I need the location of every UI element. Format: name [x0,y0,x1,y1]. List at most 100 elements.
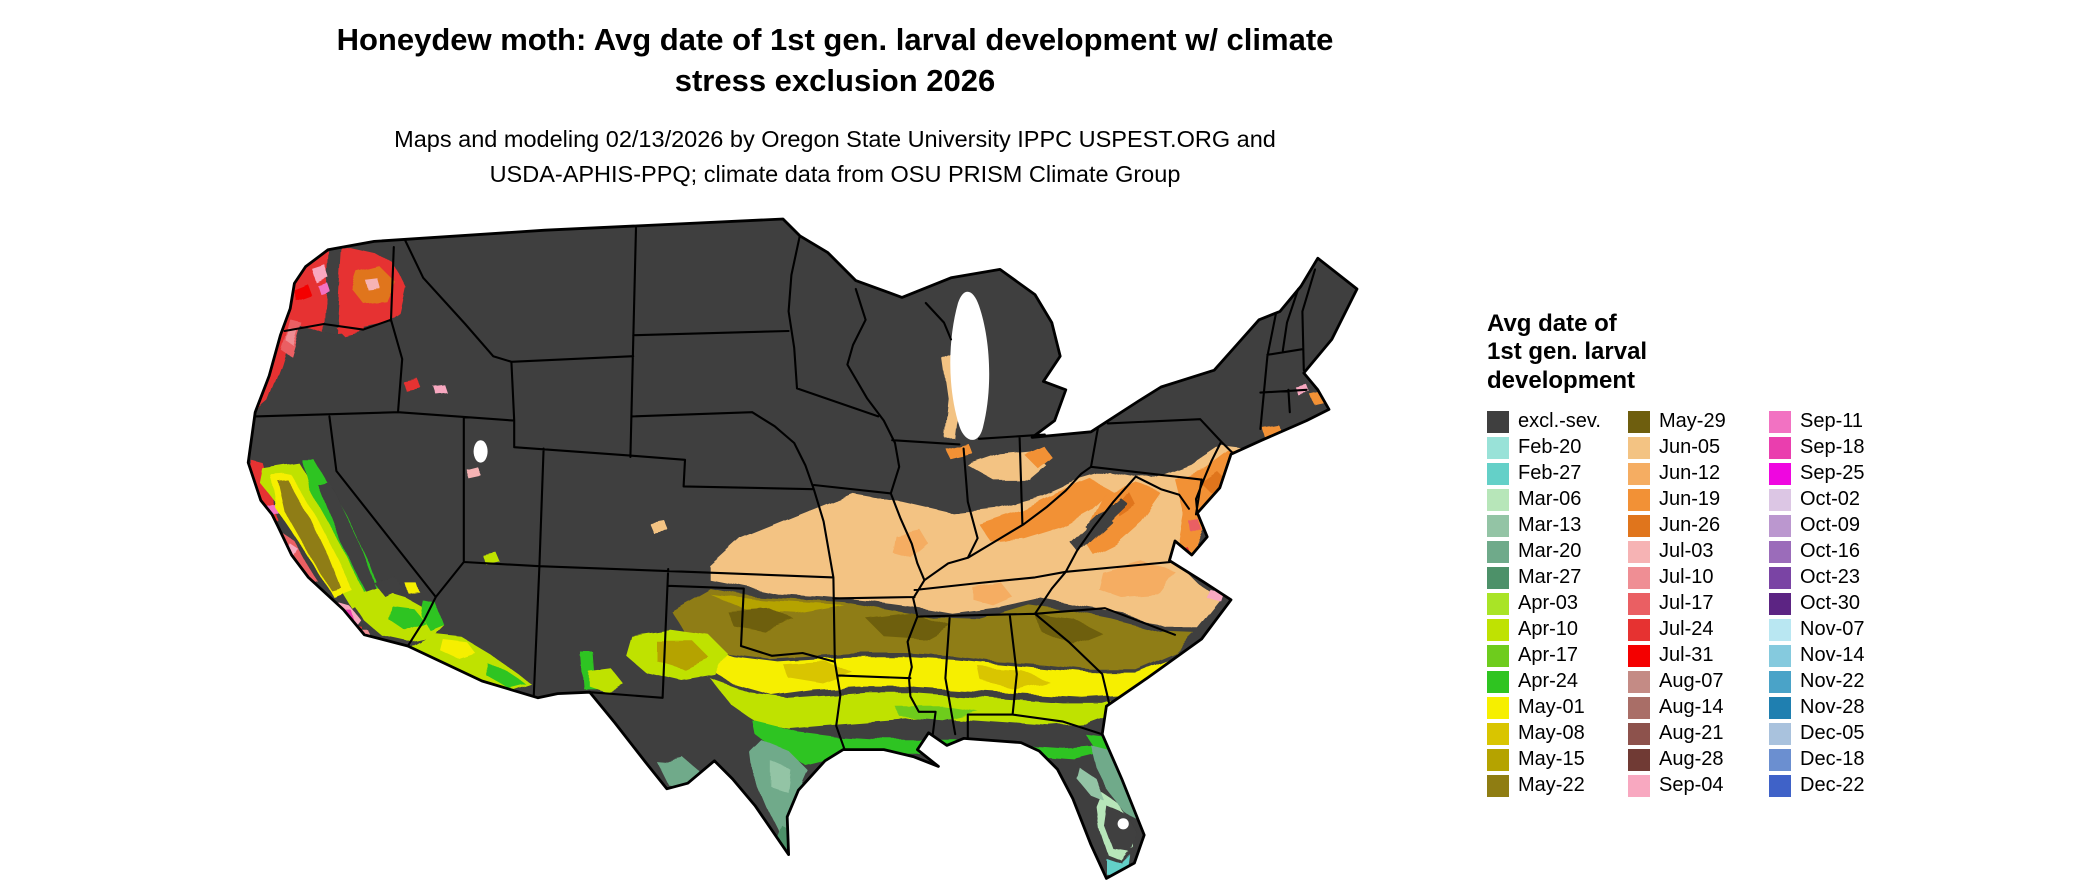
legend-label: Apr-03 [1518,592,1579,615]
legend-label: excl.-sev. [1518,410,1601,433]
legend-entry: Mar-27 [1487,565,1628,591]
legend-column: Sep-11 Sep-18 Sep-25 Oct-02 Oct-09 Oct-16 Oct-… [1769,409,1865,799]
page-subtitle: Maps and modeling 02/13/2026 by Oregon S… [145,122,1525,193]
legend-swatch [1769,722,1791,745]
legend-entry: Dec-18 [1769,747,1865,773]
legend-entry: Feb-27 [1487,461,1628,487]
map-region [771,762,792,793]
legend-swatch [1628,670,1650,693]
legend-column: May-29 Jun-05 Jun-12 Jun-19 Jun-26 Jul-03 Jul-… [1628,409,1769,799]
legend-swatch [1487,592,1509,615]
legend-entry: Sep-25 [1769,461,1865,487]
map-region [286,328,298,345]
legend-entry: Mar-06 [1487,487,1628,513]
legend-label: Aug-07 [1659,670,1724,693]
legend-label: Oct-02 [1800,488,1861,511]
legend-entry: Aug-28 [1628,747,1769,773]
legend-label: Apr-24 [1518,670,1579,693]
legend-title-line3: development [1487,366,1636,394]
legend-entry: Jul-17 [1628,591,1769,617]
legend-column: excl.-sev. Feb-20 Feb-27 Mar-06 Mar-13 Mar-20… [1487,409,1628,799]
legend-label: Aug-14 [1659,696,1724,719]
legend-swatch [1769,670,1791,693]
map-region [1082,482,1161,555]
legend-label: Jun-19 [1659,488,1721,511]
us-outline [246,217,1359,880]
legend-entry: May-22 [1487,773,1628,799]
map-region [973,583,1013,606]
legend-label: Mar-06 [1518,488,1582,511]
legend-label: Oct-09 [1800,514,1861,537]
map-region [945,443,974,460]
legend-entry: Apr-24 [1487,669,1628,695]
legend-entry: Nov-07 [1769,617,1865,643]
legend-entry: Mar-13 [1487,513,1628,539]
legend-label: Nov-14 [1800,644,1865,667]
legend-label: Jul-17 [1659,592,1714,615]
legend-label: Jun-26 [1659,514,1721,537]
legend-label: May-08 [1518,722,1585,745]
map-region [1098,560,1175,597]
lake-okeechobee [1117,818,1129,830]
legend-entry: Mar-20 [1487,539,1628,565]
page-subtitle-line2: USDA-APHIS-PPQ; climate data from OSU PR… [489,161,1181,188]
state-borders [254,226,1317,751]
legend-label: Sep-11 [1800,410,1864,433]
map-region [648,520,669,533]
legend-entry: Nov-22 [1769,669,1865,695]
legend-swatch [1487,566,1509,589]
map-region [979,667,1049,690]
legend-swatch [1487,696,1509,719]
legend-entry: Oct-23 [1769,565,1865,591]
legend-swatch [1487,722,1509,745]
legend-swatch [1769,462,1791,485]
map-region [406,584,421,595]
map-region [895,706,979,721]
legend-entry: May-15 [1487,747,1628,773]
legend-title: Avg date of 1st gen. larval development [1487,310,2067,395]
legend-swatch [1769,618,1791,641]
legend-swatch [1487,748,1509,771]
legend-label: Jun-12 [1659,462,1721,485]
legend-entry: Sep-04 [1628,773,1769,799]
legend-entry: Dec-05 [1769,721,1865,747]
legend-label: Apr-10 [1518,618,1579,641]
map-region [374,577,404,597]
legend-label: Mar-20 [1518,540,1582,563]
legend-label: Sep-04 [1659,774,1724,797]
legend-columns: excl.-sev. Feb-20 Feb-27 Mar-06 Mar-13 Mar-20… [1487,409,2067,799]
legend-swatch [1628,696,1650,719]
legend-entry: Oct-16 [1769,539,1865,565]
legend-entry: Jul-31 [1628,643,1769,669]
map-region [1200,471,1226,494]
legend-swatch [1628,592,1650,615]
legend-entry: May-29 [1628,409,1769,435]
legend-swatch [1628,540,1650,563]
legend-label: Aug-28 [1659,748,1724,771]
legend-label: Oct-16 [1800,540,1861,563]
map-region [892,529,929,558]
legend-swatch [1628,462,1650,485]
legend-entry: May-08 [1487,721,1628,747]
legend-label: Feb-27 [1518,462,1582,485]
legend: Avg date of 1st gen. larval development ex… [1487,310,2067,799]
legend-label: Mar-27 [1518,566,1582,589]
map-region [486,661,526,688]
map-region [433,384,447,394]
map-region [1105,807,1136,852]
legend-title-line1: Avg date of [1487,310,1617,337]
legend-label: Jul-31 [1659,644,1714,667]
map-region [388,605,425,631]
legend-swatch [1628,774,1650,797]
legend-entry: Aug-21 [1628,721,1769,747]
legend-swatch [1628,436,1650,459]
legend-label: Mar-13 [1518,514,1582,537]
map-region [657,641,711,670]
map-region [277,479,341,590]
legend-swatch [1628,488,1650,511]
legend-swatch [1769,566,1791,589]
map-region [293,283,312,301]
legend-label: Jul-10 [1659,566,1714,589]
legend-swatch [1628,618,1650,641]
legend-label: Sep-18 [1800,436,1865,459]
